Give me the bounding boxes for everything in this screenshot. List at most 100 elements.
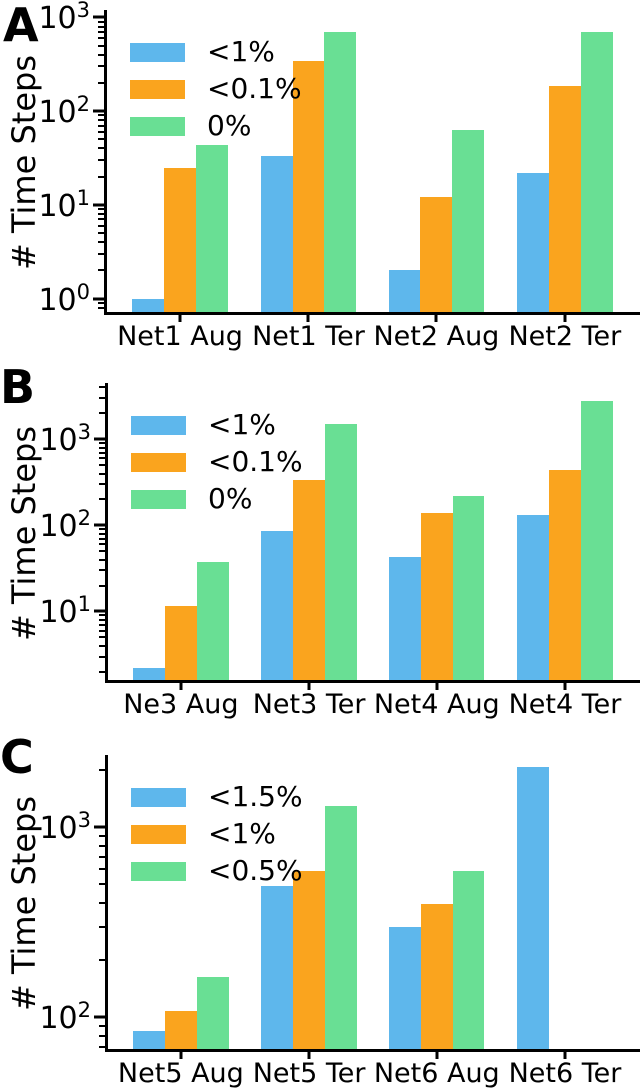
legend-label: <1%	[207, 35, 275, 68]
bar-0%-Net2 Aug	[452, 129, 485, 312]
y-minor-tick	[99, 543, 105, 546]
legend-row: <1%	[130, 37, 302, 67]
y-minor-tick	[99, 446, 105, 449]
y-axis-title: # Time Steps	[5, 55, 43, 270]
y-minor-tick	[99, 614, 105, 617]
y-major-tick	[94, 523, 105, 527]
bar-<1%-Net4 Aug	[389, 556, 421, 680]
x-tick	[306, 312, 310, 322]
x-tick	[179, 680, 183, 690]
x-tick-label: Net2 Ter	[508, 321, 622, 352]
legend-swatch-orange	[131, 452, 186, 472]
plot-area-c: 102 103 Net5 Aug Net5 Ter Net6 Aug Net6 Ter <1…	[39, 755, 640, 1087]
x-tick	[179, 1049, 183, 1059]
y-minor-tick	[98, 241, 104, 244]
bar-<0.1%-Ne3 Aug	[165, 606, 197, 680]
y-minor-tick	[99, 655, 105, 658]
legend-label: <1.5%	[208, 780, 303, 813]
bar-<0.5%-Net5 Aug	[196, 976, 229, 1049]
x-tick	[435, 680, 439, 690]
y-minor-tick	[99, 670, 105, 673]
bar-<0.5%-Net5 Ter	[324, 805, 357, 1049]
y-minor-tick	[99, 457, 105, 460]
panel-c: C # Time Steps 102 103 Net5 Aug Net5 Ter Net…	[0, 726, 640, 1088]
y-minor-tick	[99, 623, 105, 626]
x-tick	[563, 680, 567, 690]
legend-row: 0%	[131, 484, 303, 514]
legend-label: <1%	[208, 408, 276, 441]
bar-0%-Net3 Ter	[324, 424, 357, 680]
legend: <1.5% <1% <0.5%	[131, 782, 303, 893]
panel-a: A # Time Steps 100 101 102 103 Net1 Aug Net1 …	[0, 0, 640, 363]
legend-swatch-orange	[131, 824, 186, 844]
plot-area-a: 100 101 102 103 Net1 Aug Net1 Ter Net2 Aug Net2…	[38, 0, 640, 350]
y-minor-tick	[99, 834, 105, 837]
y-tick-label: 102	[39, 998, 91, 1037]
legend-row: <0.1%	[130, 74, 302, 104]
bar-<0.1%-Net3 Ter	[293, 479, 325, 680]
y-minor-tick	[98, 138, 104, 141]
x-tick-label: Net5 Aug	[117, 1058, 244, 1089]
x-tick-label: Net4 Ter	[508, 689, 622, 720]
legend-row: <1.5%	[131, 782, 303, 812]
y-minor-tick	[98, 218, 104, 221]
x-tick-label: Ne3 Aug	[123, 689, 239, 720]
legend-swatch-blue	[131, 415, 186, 435]
legend-swatch-green	[131, 489, 186, 509]
y-minor-tick	[99, 412, 105, 415]
bar-<1%-Net1 Aug	[132, 298, 165, 312]
y-minor-tick	[99, 636, 105, 639]
y-major-tick	[93, 203, 104, 207]
y-major-tick	[94, 825, 105, 829]
x-tick	[563, 1049, 567, 1059]
y-major-tick	[94, 1015, 105, 1019]
y-minor-tick	[99, 442, 105, 445]
x-tick-label: Net1 Aug	[117, 321, 243, 352]
panel-a-letter: A	[3, 0, 39, 52]
legend-label: 0%	[207, 109, 252, 142]
y-minor-tick	[98, 175, 104, 178]
x-tick	[178, 312, 182, 322]
y-minor-tick	[99, 901, 105, 904]
y-minor-tick	[98, 119, 104, 122]
y-tick-label: 103	[38, 0, 90, 37]
y-minor-tick	[99, 532, 105, 535]
legend-label: <0.1%	[208, 445, 303, 478]
plot-area-b: 101 102 103 Ne3 Aug Net3 Ter Net4 Aug Net4 Ter…	[39, 383, 640, 718]
y-major-tick	[94, 437, 105, 441]
y-axis-title-wrap: # Time Steps	[0, 10, 48, 315]
y-minor-tick	[98, 232, 104, 235]
bar-<1%-Net2 Aug	[388, 270, 421, 312]
bar-<0.1%-Net1 Aug	[164, 167, 196, 312]
y-minor-tick	[98, 147, 104, 150]
y-minor-tick	[98, 124, 104, 127]
y-minor-tick	[98, 130, 104, 133]
bar-<1%-Net4 Ter	[517, 514, 550, 680]
y-axis-title: # Time Steps	[5, 425, 43, 641]
y-minor-tick	[98, 37, 104, 40]
y-tick-label: 102	[38, 92, 90, 131]
legend-swatch-green	[131, 861, 186, 881]
y-minor-tick	[99, 868, 105, 871]
bar-<1%-Net3 Ter	[261, 531, 294, 680]
y-minor-tick	[99, 498, 105, 501]
x-tick	[307, 1049, 311, 1059]
x-tick	[435, 1049, 439, 1059]
bar-0%-Net4 Aug	[452, 495, 485, 680]
y-minor-tick	[99, 386, 105, 389]
legend: <1% <0.1% 0%	[130, 37, 302, 148]
bar-<1.5%-Net6 Ter	[517, 767, 550, 1049]
y-minor-tick	[98, 306, 104, 309]
y-minor-tick	[99, 537, 105, 540]
y-axis-title: # Time Steps	[5, 796, 43, 1011]
legend-row: <1%	[131, 819, 303, 849]
y-minor-tick	[98, 159, 104, 162]
bar-<1%-Net2 Ter	[517, 172, 549, 312]
bar-<0.1%-Net2 Aug	[420, 197, 453, 312]
y-minor-tick	[99, 883, 105, 886]
y-minor-tick	[98, 269, 104, 272]
y-minor-tick	[99, 472, 105, 475]
y-minor-tick	[99, 618, 105, 621]
y-minor-tick	[99, 644, 105, 647]
